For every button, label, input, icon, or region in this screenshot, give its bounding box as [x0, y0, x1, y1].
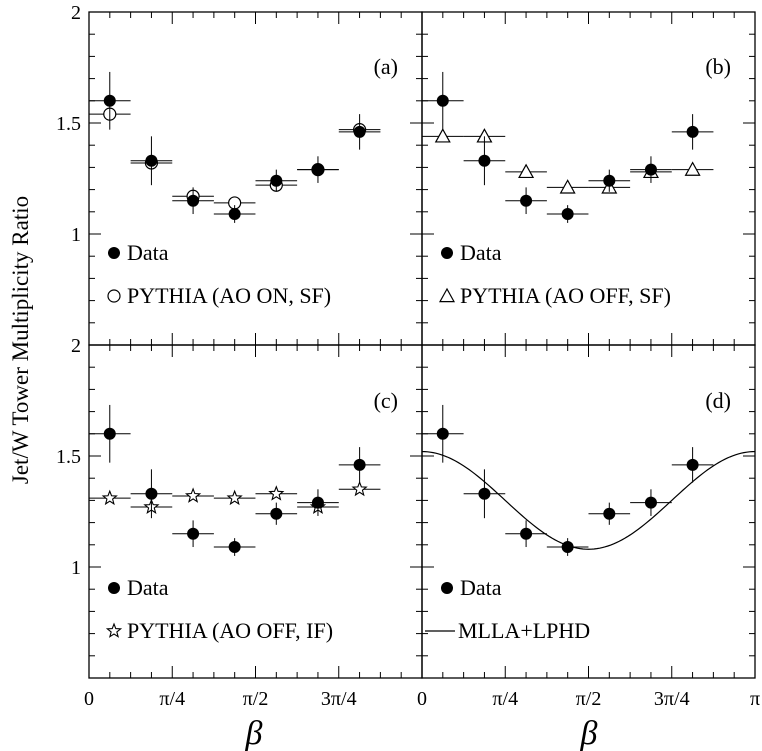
panel-label: (d)	[705, 388, 731, 413]
legend-label: Data	[460, 575, 502, 600]
data-point	[270, 174, 283, 187]
x-tick-label: π/2	[576, 688, 602, 710]
x-tick-label: π/2	[243, 688, 269, 710]
legend-label: Data	[127, 240, 169, 265]
panel-label: (a)	[374, 54, 398, 79]
mc-point	[226, 489, 243, 506]
data-point	[311, 163, 324, 176]
data-point	[520, 194, 533, 207]
data-point	[478, 154, 491, 167]
data-point	[436, 94, 449, 107]
x-tick-label: π/4	[159, 688, 185, 710]
x-tick-label: 3π/4	[654, 688, 690, 710]
data-point	[145, 487, 158, 500]
legend-label: MLLA+LPHD	[458, 618, 590, 643]
data-point	[187, 527, 200, 540]
panel-d: π/4 π/2 3π/4 π (d) Data MLLA+LPHD	[421, 344, 760, 710]
data-point	[561, 541, 574, 554]
legend-label: PYTHIA (AO OFF, IF)	[127, 618, 333, 643]
data-point	[603, 507, 616, 520]
legend-label: PYTHIA (AO OFF, SF)	[460, 283, 671, 308]
data-point	[103, 427, 116, 440]
data-point	[353, 458, 366, 471]
legend-marker	[441, 582, 453, 594]
mc-point	[434, 128, 451, 143]
y-tick-label: 2	[71, 2, 81, 24]
y-tick-label: 1.5	[56, 446, 81, 468]
legend-marker	[107, 289, 121, 303]
x-axis-label-left: β	[245, 715, 263, 751]
data-point	[644, 163, 657, 176]
x-axis-label-right: β	[580, 715, 598, 751]
data-point	[228, 541, 241, 554]
data-point	[436, 427, 449, 440]
panel-a: 1 1.5 2 (a) Data PYTHIA (AO ON, SF)	[56, 2, 423, 346]
data-point	[520, 527, 533, 540]
x-tick-label: 0	[84, 688, 94, 710]
data-point	[145, 154, 158, 167]
x-tick-label: 0	[417, 688, 427, 710]
y-tick-label: 1.5	[56, 113, 81, 135]
x-tick-label: 3π/4	[321, 688, 357, 710]
data-point	[228, 208, 241, 221]
legend-label: PYTHIA (AO ON, SF)	[127, 283, 331, 308]
legend-label: Data	[127, 575, 169, 600]
data-point	[478, 487, 491, 500]
legend-marker	[438, 287, 456, 303]
data-point	[270, 507, 283, 520]
legend-marker	[441, 247, 453, 259]
data-point	[561, 208, 574, 221]
panel-label: (b)	[705, 54, 731, 79]
data-point	[644, 496, 657, 509]
legend-marker	[108, 247, 120, 259]
panel-label: (c)	[374, 388, 398, 413]
data-point	[353, 125, 366, 138]
mc-point	[518, 163, 535, 179]
mlla-curve	[421, 450, 756, 550]
mc-point	[268, 485, 285, 501]
data-point	[686, 125, 699, 138]
panel-b: (b) Data PYTHIA (AO OFF, SF)	[421, 11, 756, 346]
mc-point	[559, 179, 576, 194]
panel-c: 1 1.5 2 0 π/4 π/2 3π/4 0 (c) Data PYTHIA (AO OFF, …	[56, 335, 427, 710]
y-tick-label: 2	[71, 335, 81, 357]
legend-marker	[105, 622, 123, 638]
y-tick-label: 1	[71, 557, 81, 579]
data-point	[686, 458, 699, 471]
mc-point	[184, 487, 202, 503]
mc-point	[101, 489, 118, 506]
mc-point	[684, 161, 701, 176]
data-point	[311, 496, 324, 509]
y-axis-label: Jet/W Tower Multiplicity Ratio	[8, 196, 33, 484]
legend-label: Data	[460, 240, 502, 265]
data-point	[103, 94, 116, 107]
data-point	[187, 194, 200, 207]
y-tick-label: 1	[71, 224, 81, 246]
legend-marker	[108, 582, 120, 594]
x-tick-label: π	[750, 688, 760, 710]
x-tick-label: π/4	[492, 688, 518, 710]
data-point	[603, 174, 616, 187]
mc-point	[351, 480, 368, 497]
